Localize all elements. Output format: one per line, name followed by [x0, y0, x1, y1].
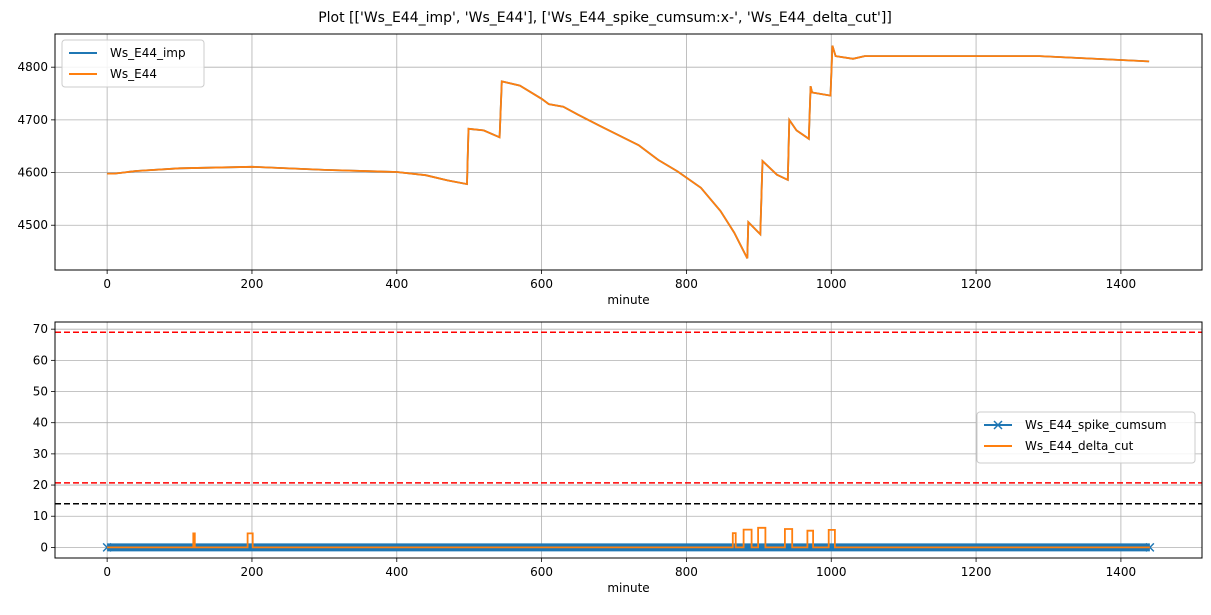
x-tick-label: 400 [385, 565, 408, 579]
top-axes: 0 200 400 600 800 1000 1200 1400 4500 4600 4700 480… [17, 33, 1203, 307]
series-line-Ws_E44_delta_cut [107, 526, 1150, 549]
x-tick-label: 600 [530, 277, 553, 291]
x-tick-label: 800 [675, 565, 698, 579]
y-tick-label: 40 [33, 416, 48, 430]
x-tick-label: 1000 [816, 277, 847, 291]
x-tick-label: 600 [530, 565, 553, 579]
legend: Ws_E44_imp Ws_E44 [61, 39, 205, 88]
y-tick-label: 10 [33, 509, 48, 523]
series-line-Ws_E44 [107, 45, 1150, 259]
legend-label: Ws_E44_imp [110, 46, 186, 60]
x-tick-label: 800 [675, 277, 698, 291]
series-line-Ws_E44_imp [107, 45, 1150, 259]
legend-label: Ws_E44_delta_cut [1025, 439, 1134, 453]
x-tick-label: 200 [241, 277, 264, 291]
legend: Ws_E44_spike_cumsum Ws_E44_delta_cut [976, 411, 1196, 464]
x-tick-label: 0 [103, 277, 111, 291]
chart-title: Plot [['Ws_E44_imp', 'Ws_E44'], ['Ws_E44… [318, 10, 892, 26]
y-tick-label: 70 [33, 322, 48, 336]
y-tick-label: 4500 [17, 218, 48, 232]
plot-area [107, 45, 1150, 259]
y-tick-label: 4800 [17, 60, 48, 74]
y-tick-label: 4700 [17, 113, 48, 127]
x-tick-label: 1400 [1106, 277, 1137, 291]
y-tick-label: 0 [40, 540, 48, 554]
y-tick-label: 20 [33, 478, 48, 492]
x-axis-label: minute [607, 581, 649, 595]
x-tick-label: 0 [103, 565, 111, 579]
legend-frame [61, 39, 205, 88]
x-axis-label: minute [607, 293, 649, 307]
y-tick-label: 60 [33, 353, 48, 367]
x-tick-label: 1000 [816, 565, 847, 579]
axes-frame [54, 33, 1203, 271]
y-tick-label: 4600 [17, 166, 48, 180]
x-tick-label: 400 [385, 277, 408, 291]
plot-area [55, 331, 1202, 552]
bottom-axes: 0 200 400 600 800 1000 1200 1400 0 10 20 30 40 50 60 70… [33, 321, 1203, 595]
legend-x-marker [993, 420, 1003, 430]
y-tick-label: 30 [33, 447, 48, 461]
axes-frame [54, 321, 1203, 559]
legend-label: Ws_E44_spike_cumsum [1025, 418, 1167, 432]
legend-frame [976, 411, 1196, 464]
legend-label: Ws_E44 [110, 67, 157, 81]
x-tick-label: 1400 [1106, 565, 1137, 579]
y-tick-label: 50 [33, 385, 48, 399]
x-tick-label: 1200 [961, 565, 992, 579]
x-tick-label: 1200 [961, 277, 992, 291]
x-tick-label: 200 [241, 565, 264, 579]
